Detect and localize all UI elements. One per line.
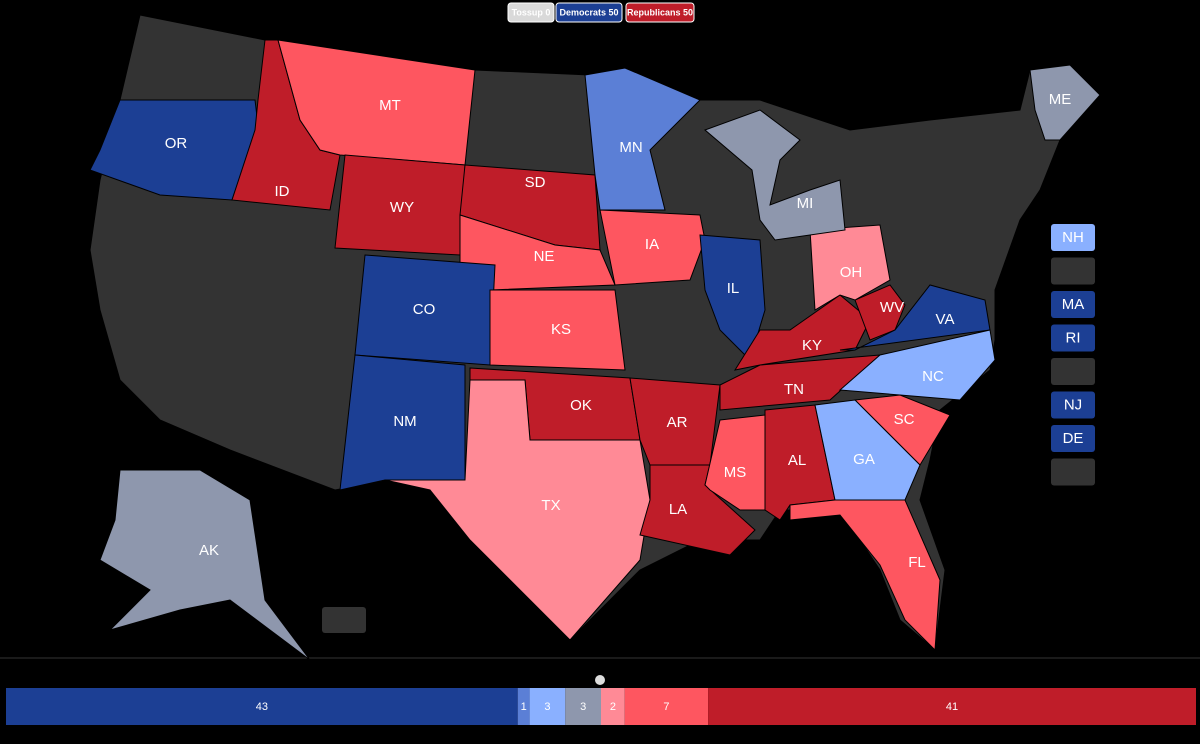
state-label: MT: [379, 97, 401, 114]
header-button[interactable]: [625, 2, 695, 23]
state-label: WY: [390, 199, 414, 216]
state-label: IL: [727, 280, 740, 297]
state-label: ME: [1049, 91, 1072, 108]
small-state[interactable]: [1051, 324, 1095, 352]
state[interactable]: [277, 39, 476, 166]
state[interactable]: [89, 99, 259, 201]
state-label: KS: [551, 321, 571, 338]
bar-segment-label: 3: [580, 701, 586, 713]
state[interactable]: [704, 109, 846, 241]
state[interactable]: [733, 294, 871, 371]
state-label: AK: [199, 542, 219, 559]
state-label: GA: [853, 451, 875, 468]
state-label: OR: [165, 135, 188, 152]
small-state-label: NH: [1062, 229, 1084, 246]
header-button-label: Democrats 50: [559, 7, 618, 17]
state[interactable]: [1029, 64, 1101, 141]
state-label: OK: [570, 397, 592, 414]
state[interactable]: [489, 289, 626, 371]
state-label: AL: [788, 452, 806, 469]
state-label: SD: [525, 174, 546, 191]
state-label: MN: [619, 139, 642, 156]
state[interactable]: [854, 284, 906, 341]
small-state[interactable]: [1051, 224, 1095, 251]
header-button[interactable]: [507, 2, 555, 23]
bar-segment-label: 7: [663, 701, 669, 713]
small-state[interactable]: [1051, 391, 1095, 419]
state-label: AR: [667, 414, 688, 431]
state[interactable]: [789, 499, 941, 652]
header-button-label: Republicans 50: [627, 7, 693, 17]
state-label: NM: [393, 413, 416, 430]
bar-segment-label: 3: [544, 701, 550, 713]
bar-segment-label: 1: [521, 701, 527, 713]
state-label: OH: [840, 264, 863, 281]
small-state-label: RI: [1066, 329, 1081, 346]
bar-segment: [708, 688, 1196, 725]
state-label: NE: [534, 248, 555, 265]
state-label: TX: [541, 497, 560, 514]
small-state[interactable]: [1051, 425, 1095, 452]
state[interactable]: [384, 379, 651, 641]
small-state[interactable]: [1051, 358, 1095, 385]
state-label: IA: [645, 236, 659, 253]
header-button-label: Tossup 0: [512, 7, 551, 17]
state-label: CO: [413, 301, 436, 318]
small-state-label: NJ: [1064, 396, 1082, 413]
bar-segment: [6, 688, 518, 725]
small-state-label: MA: [1062, 296, 1085, 313]
state-label: MS: [724, 464, 747, 481]
header-button[interactable]: [555, 2, 623, 23]
state-label: WV: [880, 299, 904, 316]
bar-segment-label: 41: [946, 701, 958, 713]
state[interactable]: [814, 399, 921, 501]
bar-segment: [565, 688, 601, 725]
bar-segment: [624, 688, 709, 725]
bar-segment: [601, 688, 625, 725]
small-state[interactable]: [1051, 257, 1095, 285]
state-label: NC: [922, 368, 944, 385]
state-label: FL: [908, 554, 926, 571]
small-state[interactable]: [1051, 458, 1095, 486]
bar-segment-label: 43: [256, 701, 268, 713]
state[interactable]: [99, 469, 311, 661]
bar-segment: [529, 688, 566, 725]
small-state[interactable]: [1051, 291, 1095, 318]
small-state-label: DE: [1063, 430, 1084, 447]
state[interactable]: [809, 224, 891, 311]
state-label: TN: [784, 381, 804, 398]
arrow-icon[interactable]: [595, 675, 605, 685]
state-label: VA: [936, 311, 955, 328]
state-label: ID: [275, 183, 290, 200]
state-label: MI: [797, 195, 814, 212]
bar-segment-label: 2: [610, 701, 616, 713]
state-label: SC: [894, 411, 915, 428]
state-label: KY: [802, 337, 822, 354]
hawaii-box: [322, 607, 366, 633]
state[interactable]: [584, 67, 701, 211]
state-label: LA: [669, 501, 687, 518]
bar-segment: [517, 688, 530, 725]
state[interactable]: [599, 209, 706, 286]
